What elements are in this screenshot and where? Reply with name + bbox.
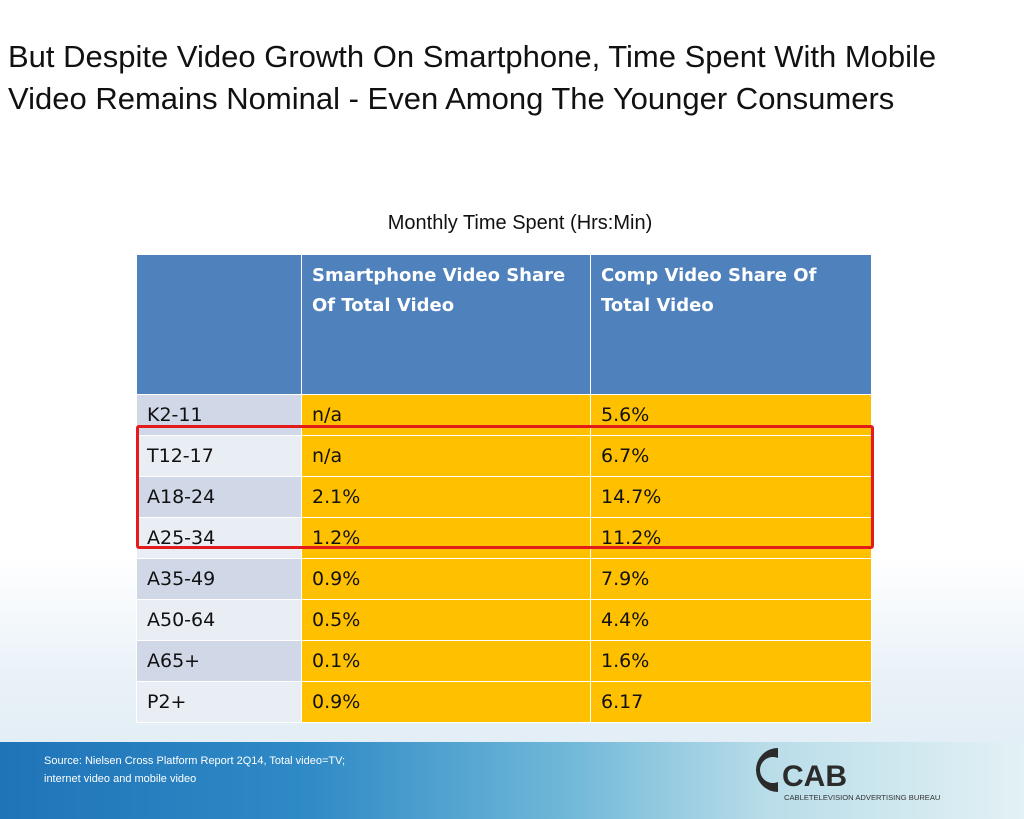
data-table: Smartphone Video Share Of Total Video Co… <box>136 254 872 723</box>
table-row: T12-17 n/a 6.7% <box>136 435 872 477</box>
smartphone-share-cell: 1.2% <box>301 517 591 559</box>
smartphone-share-cell: n/a <box>301 394 591 436</box>
comp-share-cell: 7.9% <box>590 558 872 600</box>
smartphone-share-cell: 0.9% <box>301 681 591 723</box>
age-group-cell: P2+ <box>136 681 302 723</box>
source-note: Source: Nielsen Cross Platform Report 2Q… <box>44 755 346 785</box>
table-caption: Monthly Time Spent (Hrs:Min) <box>387 212 653 234</box>
cab-logo-tagline: CABLETELEVISION ADVERTISING BUREAU <box>784 793 940 802</box>
table-header-cell: Smartphone Video Share Of Total Video <box>301 254 591 395</box>
cab-swoosh-icon <box>756 748 778 792</box>
comp-share-cell: 11.2% <box>590 517 872 559</box>
age-group-cell: A18-24 <box>136 476 302 518</box>
smartphone-share-cell: n/a <box>301 435 591 477</box>
comp-share-cell: 6.7% <box>590 435 872 477</box>
table-row: A35-49 0.9% 7.9% <box>136 558 872 600</box>
age-group-cell: A25-34 <box>136 517 302 559</box>
age-group-cell: A35-49 <box>136 558 302 600</box>
smartphone-share-cell: 0.1% <box>301 640 591 682</box>
age-group-cell: K2-11 <box>136 394 302 436</box>
table-row: A25-34 1.2% 11.2% <box>136 517 872 559</box>
cab-logo: CAB CABLETELEVISION ADVERTISING BUREAU <box>756 748 940 802</box>
smartphone-share-cell: 2.1% <box>301 476 591 518</box>
comp-share-cell: 14.7% <box>590 476 872 518</box>
comp-share-cell: 6.17 <box>590 681 872 723</box>
smartphone-share-cell: 0.5% <box>301 599 591 641</box>
table-header-cell: Comp Video Share Of Total Video <box>590 254 872 395</box>
table-header-row: Smartphone Video Share Of Total Video Co… <box>136 254 872 395</box>
table-row: P2+ 0.9% 6.17 <box>136 681 872 723</box>
table-row: A50-64 0.5% 4.4% <box>136 599 872 641</box>
cab-logo-mark: CAB <box>782 760 847 793</box>
age-group-cell: T12-17 <box>136 435 302 477</box>
age-group-cell: A50-64 <box>136 599 302 641</box>
age-group-cell: A65+ <box>136 640 302 682</box>
footer-band <box>0 742 1024 819</box>
comp-share-cell: 4.4% <box>590 599 872 641</box>
table-row: A18-24 2.1% 14.7% <box>136 476 872 518</box>
table-row: K2-11 n/a 5.6% <box>136 394 872 436</box>
table-row: A65+ 0.1% 1.6% <box>136 640 872 682</box>
slide-title: But Despite Video Growth On Smartphone, … <box>8 39 937 116</box>
table-header-cell <box>136 254 302 395</box>
comp-share-cell: 5.6% <box>590 394 872 436</box>
smartphone-share-cell: 0.9% <box>301 558 591 600</box>
comp-share-cell: 1.6% <box>590 640 872 682</box>
